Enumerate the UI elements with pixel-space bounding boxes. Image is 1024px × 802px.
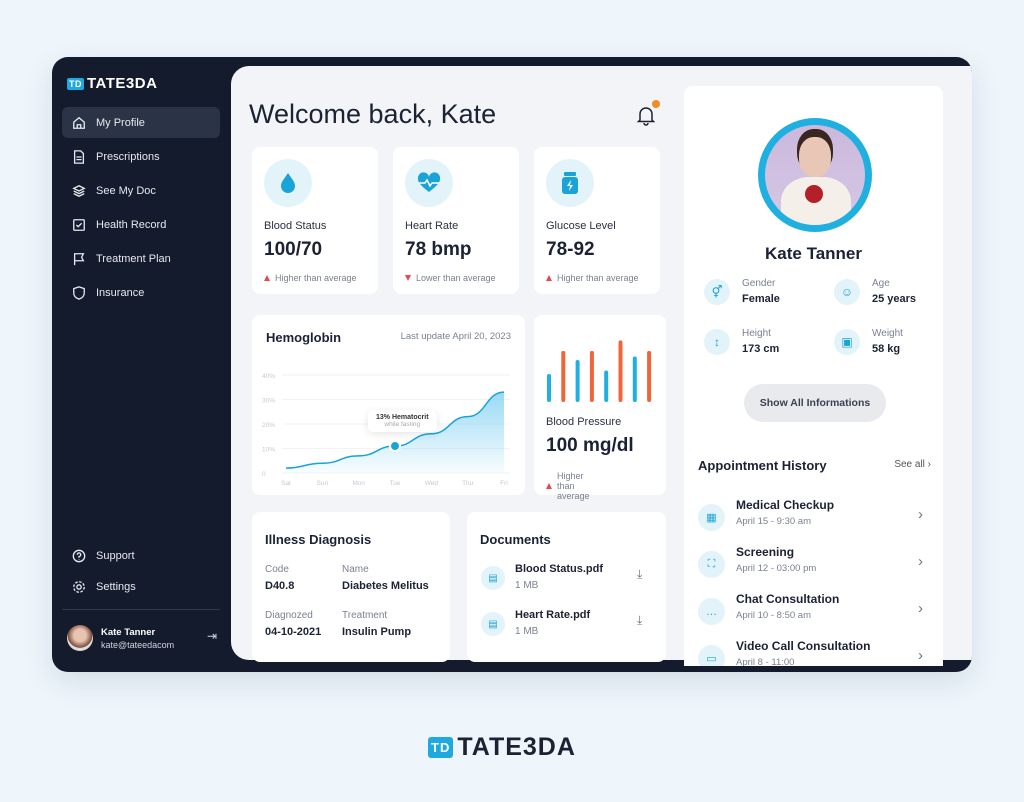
- stat-card-glucose-level[interactable]: Glucose Level 78-92 Higher than average: [534, 147, 660, 294]
- flag-icon: [72, 252, 86, 266]
- bp-bar: [589, 350, 594, 402]
- y-tick-label: 0: [262, 471, 266, 478]
- main-content: Welcome back, Kate Blood Status 100/70 H…: [231, 66, 972, 666]
- brand-logo: TD TATE3DA: [428, 733, 576, 762]
- file-icon: ▤: [481, 612, 505, 636]
- blood-pressure-chart: [547, 340, 652, 402]
- profile-panel: Kate Tanner ⚥ Gender Female ☺ Age 25 years ↕…: [684, 86, 943, 666]
- x-tick-label: Mon: [352, 480, 365, 487]
- gear-icon: [72, 580, 86, 594]
- chevron-right-icon: ›: [918, 506, 923, 523]
- x-tick-label: Wed: [425, 480, 439, 487]
- document-icon: [72, 149, 86, 164]
- x-tick-label: Thu: [462, 480, 474, 487]
- calendar-icon: ▦: [698, 504, 725, 531]
- blood-pressure-card: Blood Pressure 100 mg/dl Higher than ave…: [534, 315, 666, 501]
- appointment-item[interactable]: … Chat Consultation April 10 - 8:50 am ›: [698, 592, 933, 632]
- logo: TD TATE3DA: [67, 75, 158, 92]
- sidebar-item-settings[interactable]: Settings: [62, 573, 220, 601]
- layers-icon: [72, 184, 86, 198]
- chart-tooltip: 13% Hematocrit while fasting: [368, 410, 437, 432]
- y-tick-label: 40%: [262, 373, 275, 380]
- chevron-right-icon: ›: [918, 553, 923, 570]
- bp-bar: [618, 340, 623, 402]
- notification-dot: [652, 100, 660, 108]
- heartbeat-icon: [405, 159, 453, 207]
- documents-card: Documents ▤ Blood Status.pdf 1 MB ⤓ ▤ Heart …: [467, 512, 666, 662]
- scan-icon: ⛶: [698, 551, 725, 578]
- sidebar-item-health-record[interactable]: Health Record: [62, 209, 220, 240]
- document-item[interactable]: ▤ Heart Rate.pdf 1 MB ⤓: [481, 609, 661, 637]
- hemoglobin-chart: 0 10% 20% 30% 40% Sat Sun Mon Tue Wed Thu Fri: [262, 373, 510, 487]
- chevron-right-icon: ›: [918, 600, 923, 617]
- stat-card-heart-rate[interactable]: Heart Rate 78 bmp Lower than average: [393, 147, 519, 294]
- bp-bar: [632, 356, 637, 402]
- y-tick-label: 30%: [262, 398, 275, 405]
- notification-bell-icon[interactable]: [635, 100, 660, 126]
- chat-icon: …: [698, 598, 725, 625]
- file-icon: ▤: [481, 566, 505, 590]
- checkbox-icon: [72, 218, 86, 232]
- appointment-item[interactable]: ▦ Medical Checkup April 15 - 9:30 am ›: [698, 498, 933, 538]
- x-tick-label: Fri: [500, 480, 508, 487]
- sidebar-item-support[interactable]: Support: [62, 542, 220, 570]
- see-all-link[interactable]: See all ›: [894, 459, 931, 470]
- download-icon[interactable]: ⤓: [637, 613, 643, 627]
- divider: [62, 609, 220, 610]
- illness-diagnosis-card: Illness Diagnosis Code D40.8 Name Diabetes…: [252, 512, 450, 662]
- help-icon: [72, 549, 86, 563]
- bp-bar: [561, 350, 566, 402]
- sidebar-item-see-my-doc[interactable]: See My Doc: [62, 175, 220, 206]
- scale-icon: ▣: [834, 328, 860, 355]
- trend-up-icon: [546, 275, 552, 281]
- trend-down-icon: [405, 275, 411, 281]
- highlight-point: [389, 440, 401, 453]
- sidebar-item-prescriptions[interactable]: Prescriptions: [62, 141, 220, 172]
- trend-up-icon: [264, 275, 270, 281]
- x-tick-label: Sun: [317, 480, 329, 487]
- bp-bar: [647, 350, 652, 402]
- medicine-jar-icon: [546, 159, 594, 207]
- app-window: TD TATE3DA My Profile Prescriptions See M…: [52, 57, 972, 672]
- download-icon[interactable]: ⤓: [637, 567, 643, 581]
- height-icon: ↕: [704, 328, 730, 355]
- appointment-item[interactable]: ⛶ Screening April 12 - 03:00 pm ›: [698, 545, 933, 585]
- sidebar-nav: My Profile Prescriptions See My Doc Heal…: [62, 107, 220, 311]
- drop-icon: [264, 159, 312, 207]
- x-tick-label: Sat: [281, 480, 291, 487]
- sidebar-item-insurance[interactable]: Insurance: [62, 277, 220, 308]
- y-tick-label: 10%: [262, 447, 275, 454]
- y-tick-label: 20%: [262, 422, 275, 429]
- logout-icon[interactable]: ⇥: [206, 629, 217, 643]
- trend-up-icon: [546, 483, 552, 489]
- document-item[interactable]: ▤ Blood Status.pdf 1 MB ⤓: [481, 563, 661, 591]
- video-icon: ▭: [698, 645, 725, 666]
- bp-bar: [575, 360, 580, 402]
- bp-bar: [604, 370, 609, 402]
- sidebar-item-treatment-plan[interactable]: Treatment Plan: [62, 243, 220, 274]
- appointment-item[interactable]: ▭ Video Call Consultation April 8 - 11:00 ›: [698, 639, 933, 666]
- chevron-right-icon: ›: [918, 647, 923, 664]
- show-all-button[interactable]: Show All Informations: [744, 384, 886, 422]
- profile-name: Kate Tanner: [765, 244, 862, 263]
- sidebar-item-my-profile[interactable]: My Profile: [62, 107, 220, 138]
- home-icon: [72, 116, 86, 130]
- bp-bar: [547, 374, 551, 402]
- person-icon: ☺: [834, 278, 860, 305]
- area-fill: [286, 392, 504, 473]
- page-title: Welcome back, Kate: [249, 99, 497, 129]
- shield-icon: [72, 285, 86, 300]
- stat-card-blood-status[interactable]: Blood Status 100/70 Higher than average: [252, 147, 378, 294]
- user-profile: Kate Tanner kate@tateedacom ⇥: [67, 625, 217, 651]
- profile-photo: [758, 118, 872, 232]
- gender-icon: ⚥: [704, 278, 730, 305]
- x-tick-label: Tue: [390, 480, 401, 487]
- avatar: [67, 625, 93, 651]
